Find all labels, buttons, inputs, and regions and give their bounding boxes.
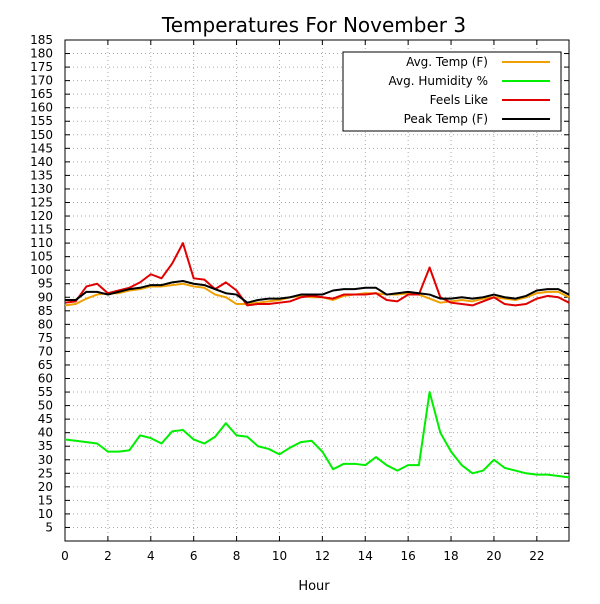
y-tick-label: 70 bbox=[38, 344, 53, 358]
y-tick-label: 95 bbox=[38, 277, 53, 291]
legend-label: Avg. Temp (F) bbox=[406, 55, 488, 69]
y-tick-label: 45 bbox=[38, 412, 53, 426]
y-tick-label: 175 bbox=[30, 60, 53, 74]
x-tick-label: 8 bbox=[233, 549, 241, 563]
y-tick-label: 130 bbox=[30, 182, 53, 196]
series-line bbox=[64, 391, 570, 479]
x-tick-label: 10 bbox=[272, 549, 287, 563]
series-line bbox=[64, 242, 570, 307]
y-tick-label: 135 bbox=[30, 168, 53, 182]
y-tick-label: 170 bbox=[30, 74, 53, 88]
y-tick-label: 80 bbox=[38, 317, 53, 331]
y-tick-label: 55 bbox=[38, 385, 53, 399]
y-tick-label: 115 bbox=[30, 223, 53, 237]
y-tick-label: 105 bbox=[30, 250, 53, 264]
y-tick-label: 155 bbox=[30, 114, 53, 128]
y-tick-label: 145 bbox=[30, 141, 53, 155]
y-tick-label: 140 bbox=[30, 155, 53, 169]
y-tick-label: 150 bbox=[30, 128, 53, 142]
y-tick-label: 90 bbox=[38, 290, 53, 304]
y-tick-label: 180 bbox=[30, 47, 53, 61]
y-tick-label: 50 bbox=[38, 399, 53, 413]
y-tick-label: 85 bbox=[38, 304, 53, 318]
y-tick-label: 120 bbox=[30, 209, 53, 223]
chart-title: Temperatures For November 3 bbox=[161, 13, 466, 37]
x-tick-label: 22 bbox=[529, 549, 544, 563]
y-tick-label: 110 bbox=[30, 236, 53, 250]
y-tick-label: 30 bbox=[38, 453, 53, 467]
y-tick-label: 75 bbox=[38, 331, 53, 345]
y-tick-label: 125 bbox=[30, 195, 53, 209]
y-tick-label: 100 bbox=[30, 263, 53, 277]
x-tick-label: 0 bbox=[61, 549, 69, 563]
y-tick-label: 60 bbox=[38, 372, 53, 386]
x-tick-label: 16 bbox=[401, 549, 416, 563]
y-tick-label: 40 bbox=[38, 426, 53, 440]
y-tick-label: 65 bbox=[38, 358, 53, 372]
legend-label: Avg. Humidity % bbox=[389, 74, 488, 88]
x-tick-label: 18 bbox=[443, 549, 458, 563]
y-tick-label: 35 bbox=[38, 439, 53, 453]
x-tick-label: 2 bbox=[104, 549, 112, 563]
y-tick-label: 165 bbox=[30, 87, 53, 101]
x-tick-label: 20 bbox=[486, 549, 501, 563]
legend bbox=[342, 51, 562, 132]
y-tick-label: 25 bbox=[38, 466, 53, 480]
y-tick-label: 5 bbox=[45, 520, 53, 534]
y-tick-label: 185 bbox=[30, 33, 53, 47]
legend-label: Peak Temp (F) bbox=[404, 112, 488, 126]
x-tick-label: 14 bbox=[358, 549, 373, 563]
x-tick-label: 6 bbox=[190, 549, 198, 563]
x-tick-label: 12 bbox=[315, 549, 330, 563]
legend-label: Feels Like bbox=[430, 93, 488, 107]
x-axis-label: Hour bbox=[298, 579, 330, 594]
plot-area bbox=[64, 39, 570, 542]
y-tick-label: 15 bbox=[38, 493, 53, 507]
y-tick-label: 20 bbox=[38, 480, 53, 494]
y-tick-label: 160 bbox=[30, 101, 53, 115]
x-tick-label: 4 bbox=[147, 549, 155, 563]
series-line bbox=[65, 280, 570, 304]
y-tick-label: 10 bbox=[38, 507, 53, 521]
